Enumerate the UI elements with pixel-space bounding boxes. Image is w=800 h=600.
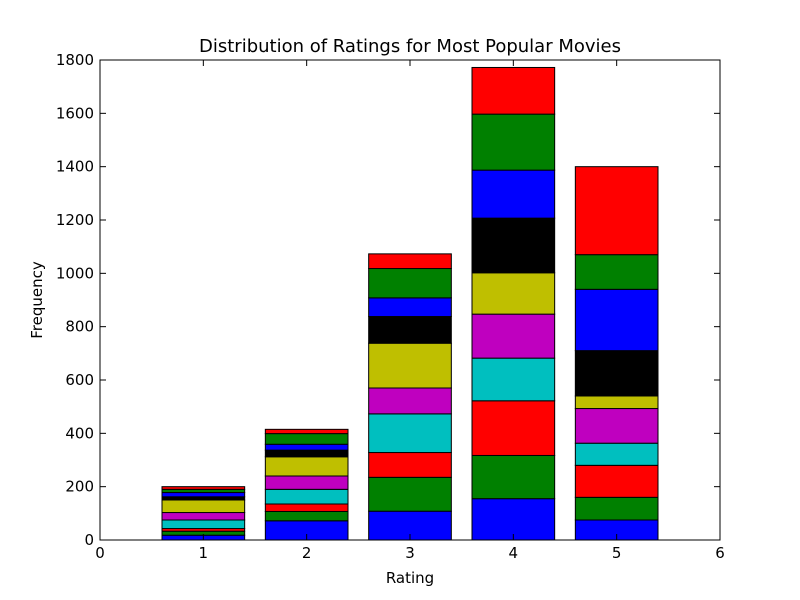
x-tick-label: 4 xyxy=(509,544,519,562)
bar-segment-rating-1-layer-10 xyxy=(161,486,246,490)
y-tick-label: 800 xyxy=(65,318,94,336)
bar-segment-rating-4-layer-9 xyxy=(471,113,556,171)
x-tick-label: 6 xyxy=(715,544,725,562)
x-tick-label: 0 xyxy=(95,544,105,562)
bar-segment-rating-3-layer-3 xyxy=(368,452,452,478)
x-tick-label: 3 xyxy=(405,544,415,562)
bar-segment-rating-4-layer-10 xyxy=(471,66,556,115)
bars-group xyxy=(161,66,659,541)
bar-segment-rating-2-layer-4 xyxy=(264,488,349,505)
y-tick-label: 1600 xyxy=(56,104,94,122)
y-tick-label: 600 xyxy=(65,371,94,389)
bar-segment-rating-1-layer-8 xyxy=(161,492,246,498)
y-tick-label: 1200 xyxy=(56,211,94,229)
bar-segment-rating-2-layer-2 xyxy=(264,510,349,522)
bar-segment-rating-5-layer-3 xyxy=(574,464,659,498)
bar-segment-rating-5-layer-8 xyxy=(574,288,659,352)
bar-segment-rating-4-layer-4 xyxy=(471,357,556,402)
y-axis-label: Frequency xyxy=(28,261,46,339)
bar-segment-rating-4-layer-6 xyxy=(471,272,556,315)
x-ticks-group: 0 1 2 3 4 5 6 xyxy=(95,60,725,562)
bar-segment-rating-2-layer-10 xyxy=(264,428,349,435)
bar-segment-rating-3-layer-10 xyxy=(368,253,452,270)
x-tick-label: 1 xyxy=(199,544,209,562)
bar-segment-rating-5-layer-6 xyxy=(574,395,659,410)
y-tick-label: 1400 xyxy=(56,158,94,176)
bar-segment-rating-5-layer-9 xyxy=(574,254,659,290)
bar-segment-rating-3-layer-9 xyxy=(368,268,452,299)
bar-segment-rating-3-layer-2 xyxy=(368,476,452,512)
y-tick-label: 400 xyxy=(65,424,94,442)
bar-segment-rating-4-layer-8 xyxy=(471,169,556,219)
bar-segment-rating-3-layer-6 xyxy=(368,342,452,389)
bar-segment-rating-1-layer-5 xyxy=(161,512,246,521)
bar-segment-rating-3-layer-8 xyxy=(368,297,452,318)
bar-segment-rating-1-layer-4 xyxy=(161,519,246,530)
bar-segment-rating-4-layer-1 xyxy=(471,498,556,541)
bar-segment-rating-5-layer-2 xyxy=(574,496,659,521)
bar-segment-rating-5-layer-7 xyxy=(574,350,659,397)
y-tick-label: 0 xyxy=(84,531,94,549)
y-tick-label: 1800 xyxy=(56,51,94,69)
y-ticks-group: 0 200 400 600 800 1000 1200 1400 1600 1800 xyxy=(56,51,720,549)
y-tick-label: 1000 xyxy=(56,264,94,282)
bar-segment-rating-3-layer-5 xyxy=(368,387,452,415)
bar-segment-rating-4-layer-2 xyxy=(471,454,556,500)
bar-segment-rating-5-layer-4 xyxy=(574,442,659,466)
x-tick-label: 2 xyxy=(302,544,312,562)
bar-segment-rating-4-layer-3 xyxy=(471,400,556,456)
x-tick-label: 5 xyxy=(612,544,622,562)
bar-segment-rating-1-layer-6 xyxy=(161,499,246,514)
bar-segment-rating-2-layer-8 xyxy=(264,443,349,451)
bar-segment-rating-4-layer-5 xyxy=(471,313,556,359)
bar-segment-rating-5-layer-10 xyxy=(574,166,659,256)
x-axis-label: Rating xyxy=(386,569,434,587)
bar-segment-rating-5-layer-5 xyxy=(574,408,659,444)
chart-title: Distribution of Ratings for Most Popular… xyxy=(199,36,621,57)
bar-segment-rating-2-layer-3 xyxy=(264,503,349,512)
bar-segment-rating-2-layer-9 xyxy=(264,433,349,445)
y-tick-label: 200 xyxy=(65,478,94,496)
bar-segment-rating-4-layer-7 xyxy=(471,217,556,274)
bar-segment-rating-3-layer-4 xyxy=(368,413,452,454)
bar-segment-rating-2-layer-5 xyxy=(264,475,349,490)
bar-segment-rating-3-layer-7 xyxy=(368,316,452,344)
bar-segment-rating-2-layer-6 xyxy=(264,456,349,477)
bar-segment-rating-2-layer-7 xyxy=(264,449,349,458)
